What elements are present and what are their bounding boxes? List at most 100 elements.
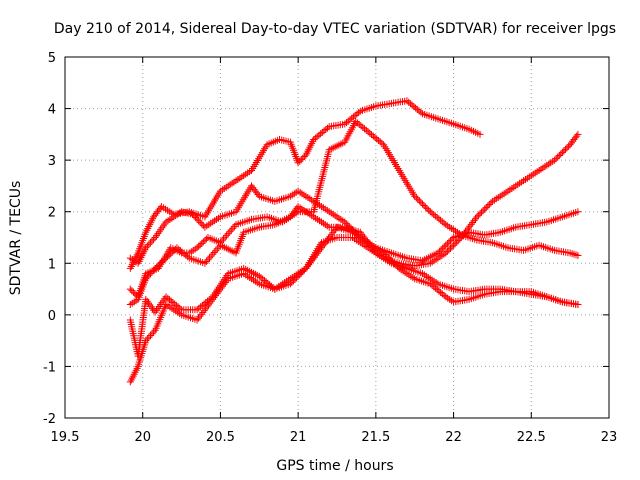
data-point xyxy=(417,198,425,206)
data-point xyxy=(373,135,381,143)
data-point xyxy=(294,272,302,280)
series-track-4 xyxy=(126,203,582,309)
data-point xyxy=(456,235,464,243)
data-point xyxy=(419,200,426,208)
data-point xyxy=(162,293,170,301)
data-point xyxy=(145,299,152,307)
data-point xyxy=(408,101,416,109)
data-point xyxy=(479,207,487,215)
data-point xyxy=(157,259,165,266)
data-point xyxy=(440,219,448,227)
data-point xyxy=(448,243,456,251)
data-point xyxy=(560,147,568,155)
data-point xyxy=(412,194,420,202)
data-point xyxy=(450,241,458,249)
data-point xyxy=(428,209,436,217)
data-point xyxy=(551,156,559,164)
data-point xyxy=(193,306,201,314)
data-point xyxy=(482,204,490,212)
data-point xyxy=(348,114,356,122)
data-point xyxy=(150,266,158,274)
data-point xyxy=(153,263,161,271)
data-point xyxy=(223,231,231,239)
data-point xyxy=(442,249,450,257)
data-point xyxy=(319,242,327,250)
data-point xyxy=(267,282,275,290)
data-point xyxy=(438,218,446,226)
y-tick-label: 1 xyxy=(48,257,56,272)
data-point xyxy=(406,100,414,108)
data-point xyxy=(391,260,398,268)
x-tick-label: 22.5 xyxy=(517,430,546,445)
data-point xyxy=(440,243,448,251)
data-point xyxy=(376,138,384,146)
data-point xyxy=(417,108,425,116)
data-point xyxy=(170,247,178,255)
data-series xyxy=(126,97,582,386)
data-point xyxy=(387,257,395,265)
data-point xyxy=(423,205,431,213)
data-point xyxy=(343,119,350,127)
data-point xyxy=(207,294,215,302)
x-tick-label: 21 xyxy=(290,430,307,445)
data-point xyxy=(148,237,156,245)
data-point xyxy=(143,335,151,343)
data-point xyxy=(189,210,196,218)
x-axis-label: GPS time / hours xyxy=(276,458,393,474)
data-point xyxy=(562,145,569,153)
data-point xyxy=(198,220,206,228)
data-point xyxy=(389,258,397,266)
data-point xyxy=(178,248,186,256)
data-point xyxy=(353,119,361,127)
data-point xyxy=(420,202,428,209)
data-point xyxy=(184,253,192,261)
data-point xyxy=(148,330,156,338)
data-point xyxy=(190,212,198,220)
data-point xyxy=(195,242,203,250)
y-tick-label: -1 xyxy=(43,360,56,375)
data-point xyxy=(205,296,213,304)
x-axis-tick-labels: 19.5 20 20.5 21 21.5 22 22.5 23 xyxy=(51,430,618,445)
data-point xyxy=(147,239,154,247)
x-tick-label: 19.5 xyxy=(51,430,80,445)
data-point xyxy=(293,274,301,282)
data-point xyxy=(164,253,172,261)
data-point xyxy=(433,286,441,294)
data-point xyxy=(322,126,330,133)
data-point xyxy=(168,248,176,256)
data-point xyxy=(148,268,156,276)
data-point xyxy=(392,261,400,269)
data-point xyxy=(344,117,352,125)
data-point xyxy=(193,215,201,223)
data-point xyxy=(269,284,277,292)
data-point xyxy=(310,136,318,143)
data-point xyxy=(165,251,173,259)
data-point xyxy=(195,314,202,322)
data-point xyxy=(159,257,167,265)
data-point xyxy=(204,256,212,264)
data-point xyxy=(308,257,316,265)
data-point xyxy=(443,247,451,255)
data-point xyxy=(476,210,484,218)
data-point xyxy=(431,212,439,220)
data-point xyxy=(199,238,207,246)
axis-ticks xyxy=(64,56,610,419)
data-point xyxy=(431,284,439,292)
data-point xyxy=(433,213,441,221)
chart-title: Day 210 of 2014, Sidereal Day-to-day VTE… xyxy=(54,21,616,37)
data-point xyxy=(554,153,562,161)
data-point xyxy=(172,301,180,309)
data-point xyxy=(371,134,379,141)
data-point xyxy=(204,297,211,305)
data-point xyxy=(555,152,563,159)
data-point xyxy=(437,216,445,224)
data-point xyxy=(460,230,468,238)
data-point xyxy=(478,208,485,216)
data-point xyxy=(472,215,479,223)
data-point xyxy=(151,264,159,272)
data-point xyxy=(485,201,493,208)
data-point xyxy=(302,264,310,272)
data-point xyxy=(342,220,350,228)
data-point xyxy=(161,256,168,264)
data-point xyxy=(257,274,265,282)
